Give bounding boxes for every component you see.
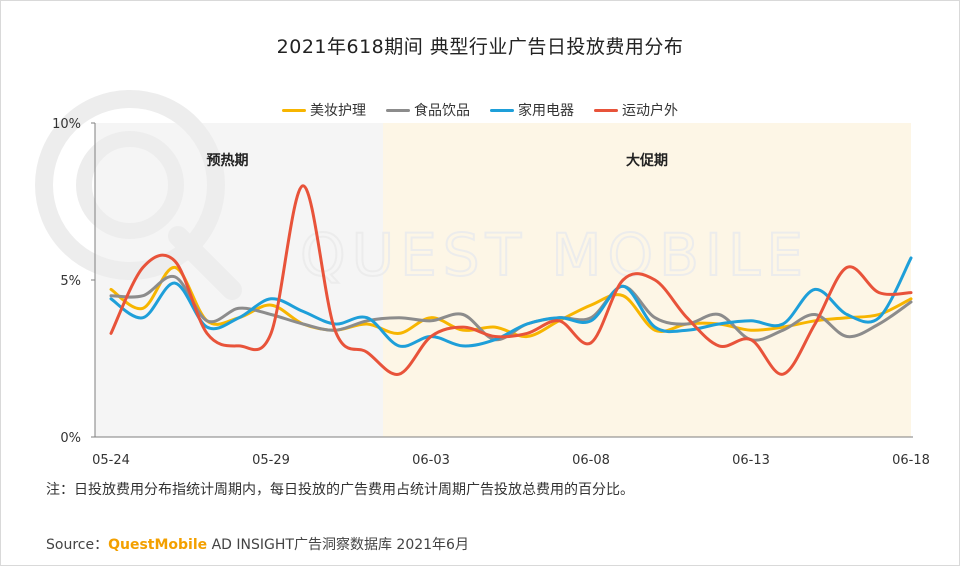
legend-label: 运动户外 <box>622 103 678 119</box>
x-tick-label: 06-08 <box>572 453 610 468</box>
legend-item[interactable]: 食品饮品 <box>386 100 470 120</box>
chart-title: 2021年618期间 典型行业广告日投放费用分布 <box>276 36 684 58</box>
series-line[interactable] <box>109 184 913 376</box>
watermark-logo: QUEST MOBILE <box>35 90 809 300</box>
source-brand: QuestMobile <box>108 537 208 553</box>
legend-item[interactable]: 美妆护理 <box>282 100 366 120</box>
legend-swatch <box>490 108 514 112</box>
x-tick-label: 06-18 <box>892 453 930 468</box>
source-prefix: Source： <box>46 537 109 553</box>
period-label: 大促期 <box>626 152 668 169</box>
legend-label: 食品饮品 <box>414 103 470 119</box>
x-tick-label: 05-24 <box>92 453 130 468</box>
x-tick-label: 06-03 <box>412 453 450 468</box>
series-line[interactable] <box>109 274 913 342</box>
footnote: 注：日投放费用分布指统计周期内，每日投放的广告费用占统计周期广告投放总费用的百分… <box>46 482 634 498</box>
legend-label: 美妆护理 <box>310 103 366 119</box>
period-band <box>95 123 383 437</box>
series-line[interactable] <box>109 256 913 348</box>
legend-item[interactable]: 运动户外 <box>594 100 678 120</box>
legend-label: 家用电器 <box>518 103 574 119</box>
source-line: Source：QuestMobile AD INSIGHT广告洞察数据库 202… <box>46 534 469 554</box>
source-suffix: AD INSIGHT广告洞察数据库 2021年6月 <box>207 537 469 553</box>
x-tick-label: 06-13 <box>732 453 770 468</box>
y-tick-label: 5% <box>60 274 81 289</box>
legend-swatch <box>386 108 410 112</box>
y-tick-label: 10% <box>52 117 81 132</box>
legend-swatch <box>282 108 306 112</box>
legend-item[interactable]: 家用电器 <box>490 100 574 120</box>
chart-legend: 美妆护理 食品饮品 家用电器 运动户外 <box>0 100 960 120</box>
period-label: 预热期 <box>206 152 248 169</box>
y-tick-label: 0% <box>60 431 81 446</box>
watermark-text: QUEST MOBILE <box>300 221 809 289</box>
legend-swatch <box>594 108 618 112</box>
x-tick-label: 05-29 <box>252 453 290 468</box>
period-band <box>383 123 911 437</box>
